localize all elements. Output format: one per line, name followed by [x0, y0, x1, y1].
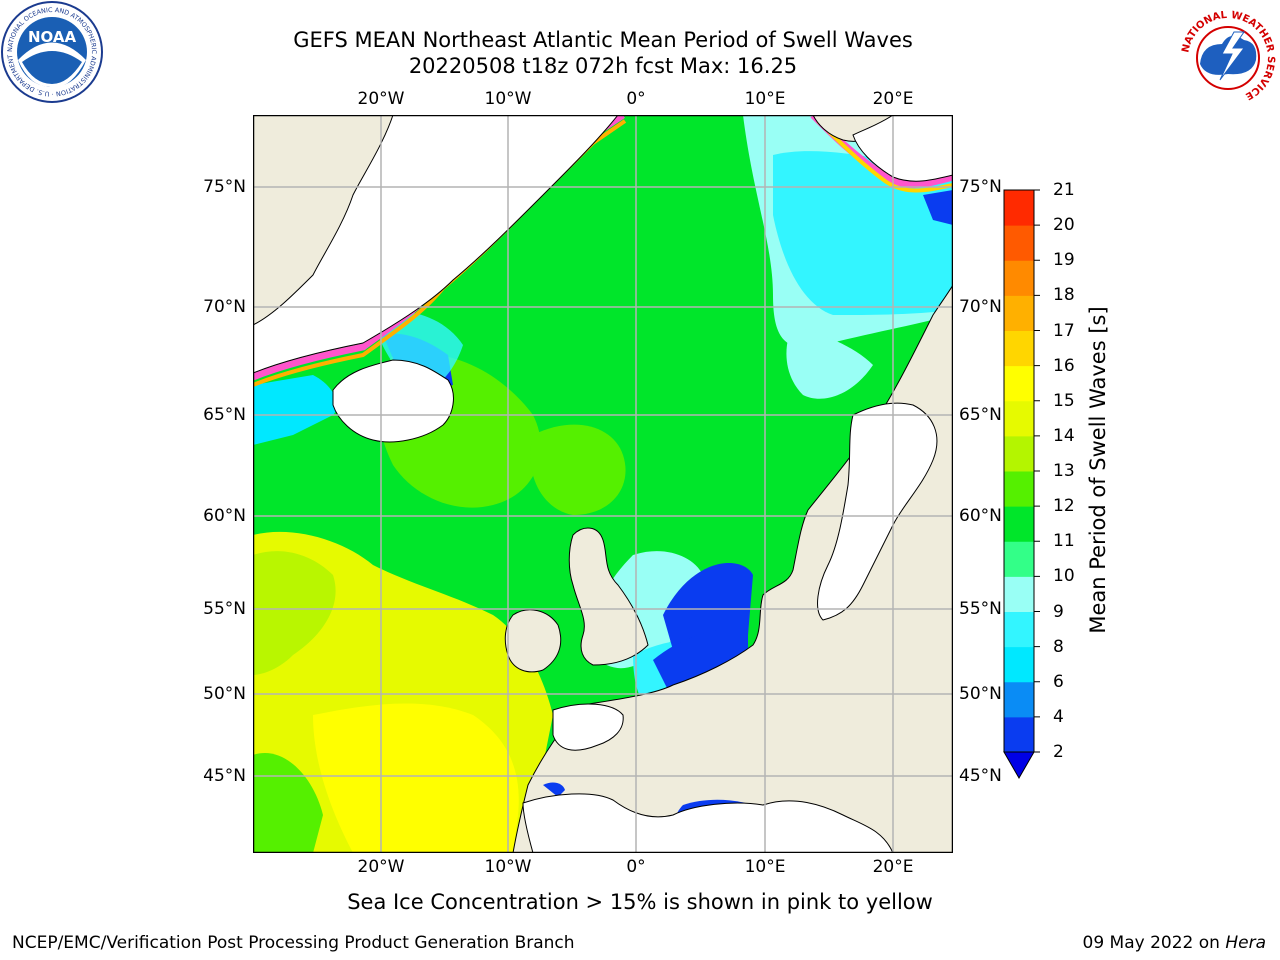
- colorbar-tick-label: 18: [1053, 285, 1075, 306]
- colorbar-segment: [1004, 330, 1034, 367]
- colorbar-extend-arrow: [1003, 751, 1035, 780]
- swell-zone-2s: [653, 628, 748, 690]
- colorbar: [990, 180, 1080, 790]
- lat-label-right: 45°N: [959, 766, 1002, 786]
- graticule: [253, 115, 953, 853]
- lat-label-right: 75°N: [959, 177, 1002, 197]
- colorbar-tick-label: 11: [1053, 531, 1075, 552]
- colorbar-segment: [1004, 681, 1034, 718]
- lat-label-right: 70°N: [959, 297, 1002, 317]
- colorbar-tick-label: 16: [1053, 355, 1075, 376]
- colorbar-tick-label: 21: [1053, 180, 1075, 200]
- lat-label-left: 75°N: [203, 177, 246, 197]
- colorbar-tick-label: 2: [1053, 742, 1064, 762]
- lat-label-right: 65°N: [959, 405, 1002, 425]
- iceland: [332, 359, 454, 443]
- colorbar-tick-label: 9: [1053, 601, 1064, 622]
- great-britain: [568, 527, 649, 666]
- lon-label-top: 20°E: [872, 89, 914, 109]
- lon-label-top: 20°W: [357, 89, 405, 109]
- lon-label-bottom: 20°W: [357, 857, 405, 877]
- greenland-coast: [253, 115, 394, 326]
- ireland: [504, 609, 562, 673]
- credit-text: NCEP/EMC/Verification Post Processing Pr…: [12, 933, 575, 953]
- host-name: Hera: [1225, 933, 1266, 953]
- colorbar-segment: [1004, 295, 1034, 331]
- chart-subtitle: 20220508 t18z 072h fcst Max: 16.25: [408, 54, 798, 78]
- lat-label-right: 50°N: [959, 684, 1002, 704]
- arctic-ice: [852, 115, 953, 182]
- lon-label-bottom: 10°W: [484, 857, 532, 877]
- colorbar-segment: [1004, 190, 1034, 226]
- colorbar-segment: [1004, 506, 1034, 542]
- nws-logo: NATIONAL WEATHER SERVICE: [1178, 8, 1278, 112]
- lon-label-top: 10°E: [744, 89, 786, 109]
- colorbar-tick-label: 6: [1053, 671, 1064, 692]
- lat-label-left: 60°N: [203, 506, 246, 526]
- colorbar-segment: [1004, 646, 1034, 683]
- swell-zone-2s: [923, 190, 953, 225]
- lon-label-top: 0°: [626, 89, 646, 109]
- swell-zone-12s: [530, 424, 626, 515]
- colorbar-segment: [1004, 260, 1034, 296]
- sea-ice-edge: [816, 119, 953, 193]
- baltic-sea: [817, 402, 938, 621]
- lat-label-left: 45°N: [203, 766, 246, 786]
- sea-ice-note-text: Sea Ice Concentration > 15% is shown in …: [347, 890, 933, 914]
- colorbar-segment: [1004, 716, 1034, 753]
- colorbar-tick-label: 20: [1053, 215, 1075, 236]
- swell-zone-9s: [786, 325, 873, 399]
- lat-label-right: 55°N: [959, 599, 1002, 619]
- colorbar-tick-label: 15: [1053, 390, 1075, 411]
- colorbar-tick-label: 10: [1053, 566, 1075, 587]
- colorbar-segment: [1004, 541, 1034, 577]
- colorbar-label: Mean Period of Swell Waves [s]: [1086, 306, 1110, 634]
- lat-label-left: 50°N: [203, 684, 246, 704]
- swell-zone-6s: [253, 375, 337, 445]
- chart-title: GEFS MEAN Northeast Atlantic Mean Period…: [293, 28, 913, 52]
- swell-zone-13s: [253, 551, 336, 675]
- noaa-logo: NOAA NATIONAL OCEANIC AND ATMOSPHERIC AD…: [0, 0, 105, 109]
- colorbar-segment: [1004, 611, 1034, 648]
- lat-label-left: 65°N: [203, 405, 246, 425]
- colorbar-tick-label: 19: [1053, 250, 1075, 271]
- swell-zone-8s: [773, 151, 953, 315]
- wave-period-map: [252, 114, 954, 854]
- colorbar-segment: [1004, 471, 1034, 507]
- map-panel: [252, 114, 954, 854]
- colorbar-tick-label: 17: [1053, 320, 1075, 341]
- colorbar-graphic: [1003, 189, 1040, 780]
- colorbar-tick-label: 14: [1053, 425, 1075, 446]
- colorbar-segment: [1004, 400, 1034, 437]
- colorbar-segment: [1004, 365, 1034, 402]
- map-frame: [252, 114, 954, 854]
- colorbar-tick-label: 13: [1053, 461, 1075, 481]
- sea-ice-note: Sea Ice Concentration > 15% is shown in …: [0, 890, 1280, 914]
- swell-zone-12s: [253, 753, 323, 853]
- lon-label-top: 10°W: [484, 89, 532, 109]
- svg-text:NOAA: NOAA: [28, 28, 77, 46]
- swell-zone-2s: [543, 782, 565, 797]
- lat-label-left: 70°N: [203, 297, 246, 317]
- biscay-sea: [552, 703, 624, 751]
- lon-label-bottom: 0°: [626, 857, 646, 877]
- lon-label-bottom: 20°E: [872, 857, 914, 877]
- date-text: 09 May 2022 on: [1082, 933, 1220, 953]
- colorbar-tick-label: 12: [1053, 496, 1075, 517]
- colorbar-tick-label: 8: [1053, 636, 1064, 657]
- colorbar-segment: [1004, 225, 1034, 261]
- colorbar-tick-label: 4: [1053, 706, 1064, 727]
- lat-label-right: 60°N: [959, 506, 1002, 526]
- date-stamp: 09 May 2022 on Hera: [1083, 933, 1267, 953]
- colorbar-segment: [1004, 576, 1034, 612]
- lon-label-bottom: 10°E: [744, 857, 786, 877]
- lat-label-left: 55°N: [203, 599, 246, 619]
- swell-zone-15s: [313, 703, 519, 853]
- colorbar-segment: [1004, 435, 1034, 472]
